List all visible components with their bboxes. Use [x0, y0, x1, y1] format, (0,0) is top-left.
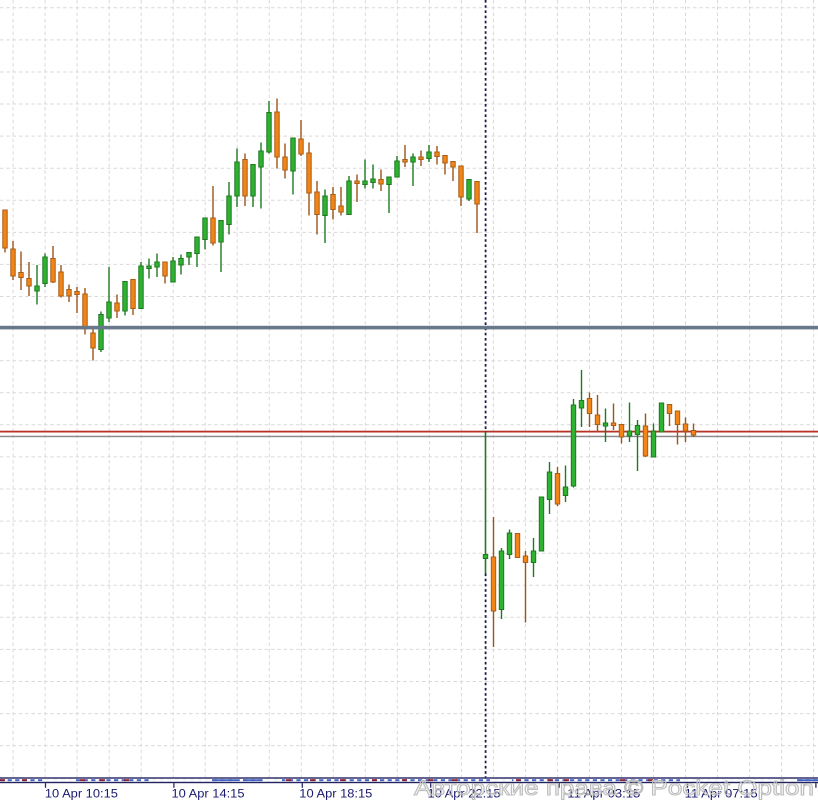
svg-text:Авторские права © Pocket Optio: Авторские права © Pocket Option [414, 776, 814, 800]
svg-text:11 Apr 07:15: 11 Apr 07:15 [685, 787, 758, 801]
svg-text:10 Apr 10:15: 10 Apr 10:15 [45, 787, 118, 801]
svg-text:11 Apr 03:15: 11 Apr 03:15 [567, 787, 640, 801]
svg-text:10 Apr 14:15: 10 Apr 14:15 [172, 787, 245, 801]
svg-text:10 Apr 22:15: 10 Apr 22:15 [428, 787, 501, 801]
svg-text:10 Apr 18:15: 10 Apr 18:15 [299, 787, 372, 801]
